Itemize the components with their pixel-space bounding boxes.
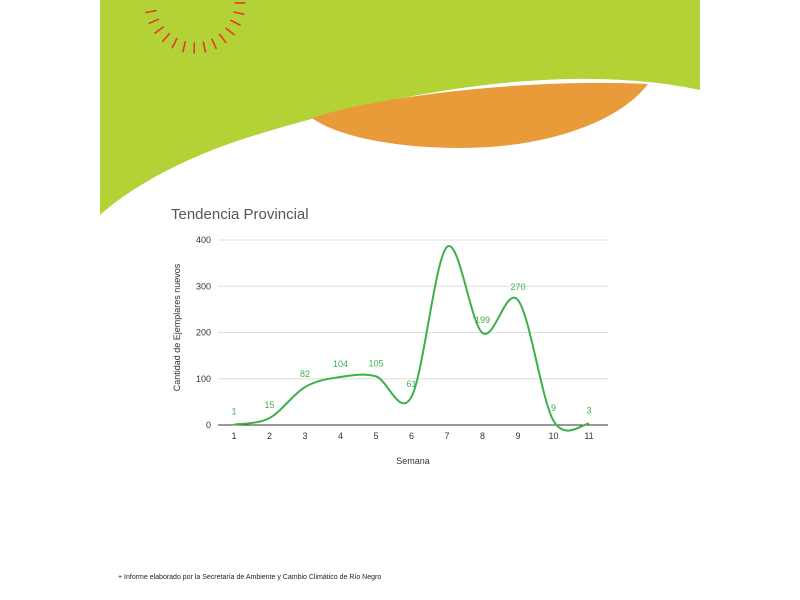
sun-ray [211, 38, 217, 50]
x-tick-label: 6 [409, 431, 414, 441]
footnote: + Informe elaborado por la Secretaría de… [118, 574, 382, 581]
y-tick-label: 300 [196, 281, 211, 291]
sun-ray [225, 27, 235, 36]
x-tick-label: 10 [548, 431, 558, 441]
sun-ray [182, 40, 187, 53]
sun-ray [148, 18, 160, 25]
data-label: 270 [510, 282, 525, 292]
sun-ray [145, 9, 157, 14]
x-tick-label: 2 [267, 431, 272, 441]
x-tick-label: 8 [480, 431, 485, 441]
orange-shape [312, 82, 648, 148]
x-tick-label: 5 [373, 431, 378, 441]
sun-rays-icon [145, 2, 246, 54]
data-label: 9 [551, 403, 556, 413]
x-tick-label: 3 [302, 431, 307, 441]
x-axis-label: Semana [396, 456, 430, 466]
series-line [233, 245, 590, 432]
x-tick-labels: 1 2 3 4 5 6 7 8 9 10 11 [231, 431, 593, 441]
data-label: 1 [231, 407, 236, 417]
x-tick-label: 11 [584, 431, 593, 441]
data-label: 104 [333, 359, 348, 369]
sun-ray [202, 41, 207, 53]
sun-ray [162, 32, 171, 43]
x-tick-label: 1 [231, 431, 236, 441]
chart-title: Tendencia Provincial [171, 206, 309, 223]
y-tick-label: 400 [196, 235, 211, 245]
y-axis-label: Cantidad de Ejemplares nuevos [172, 263, 182, 391]
x-tick-label: 7 [444, 431, 449, 441]
x-tick-label: 9 [515, 431, 520, 441]
sun-ray [171, 37, 178, 49]
sun-ray [154, 26, 164, 34]
y-tick-label: 100 [196, 374, 211, 384]
sun-ray [218, 33, 227, 44]
green-band-shape [100, 0, 700, 215]
data-label: 3 [586, 406, 591, 416]
y-tick-label: 0 [206, 420, 211, 430]
data-labels: 1 15 82 104 105 61 199 270 9 3 [231, 282, 591, 416]
data-label: 15 [264, 400, 274, 410]
y-tick-labels: 0 100 200 300 400 [196, 235, 211, 430]
data-label: 199 [475, 315, 490, 325]
sun-ray [230, 19, 241, 26]
y-tick-label: 200 [196, 328, 211, 338]
x-tick-label: 4 [338, 431, 343, 441]
data-label: 105 [368, 358, 383, 368]
sun-ray [233, 11, 245, 15]
data-label: 82 [300, 369, 310, 379]
data-label: 61 [406, 379, 416, 389]
gridlines [218, 239, 608, 380]
